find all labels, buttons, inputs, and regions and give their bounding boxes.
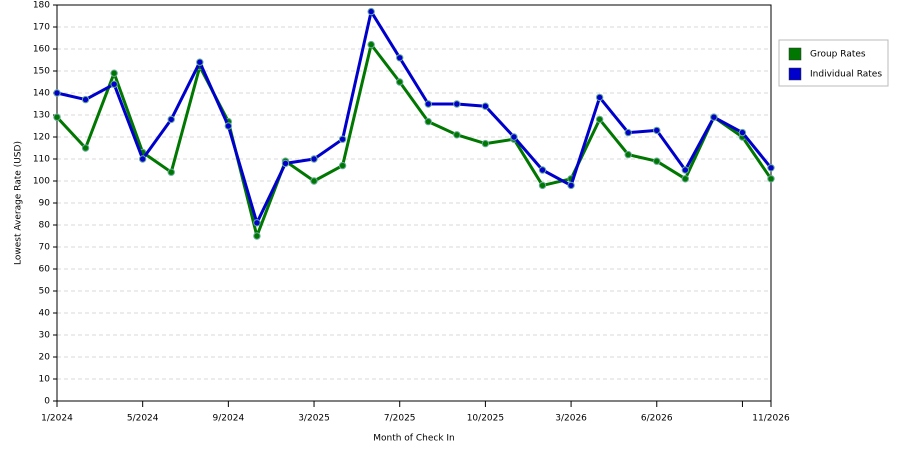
y-tick-label: 120 — [33, 133, 50, 143]
data-point — [253, 219, 261, 227]
y-tick-label: 130 — [33, 111, 50, 121]
y-tick-label: 180 — [33, 1, 50, 11]
data-point — [396, 78, 404, 86]
data-point — [253, 232, 261, 240]
data-point — [624, 150, 632, 159]
data-point — [767, 164, 775, 172]
data-point — [681, 166, 690, 174]
data-point — [453, 131, 461, 139]
data-point — [110, 80, 118, 88]
y-tick-label: 30 — [39, 331, 51, 341]
plot-frame — [56, 4, 772, 402]
data-point — [424, 100, 432, 108]
y-tick-label: 50 — [39, 287, 51, 297]
data-point — [595, 93, 604, 102]
data-point — [196, 58, 204, 66]
data-point — [595, 115, 604, 124]
series-line — [55, 43, 773, 238]
legend-label: Individual Rates — [810, 70, 882, 80]
x-tick-label: 7/2025 — [384, 414, 416, 424]
y-tick-label: 0 — [44, 397, 50, 407]
x-axis-label: Month of Check In — [373, 434, 455, 444]
data-point — [281, 159, 290, 168]
x-tick-label: 6/2026 — [641, 414, 673, 424]
legend-swatch — [788, 47, 802, 61]
x-tick-label: 5/2024 — [127, 414, 159, 424]
y-tick-label: 140 — [33, 89, 50, 99]
y-tick-label: 60 — [39, 265, 51, 275]
x-tick-label: 3/2025 — [298, 414, 330, 424]
data-point — [481, 102, 490, 110]
x-tick-label: 11/2026 — [752, 414, 790, 424]
data-point — [338, 135, 347, 143]
data-point — [767, 175, 775, 183]
data-point — [310, 177, 318, 185]
y-tick-label: 10 — [39, 375, 51, 385]
data-point — [53, 113, 61, 121]
series-line — [56, 10, 773, 225]
y-tick-label: 80 — [39, 221, 51, 231]
y-tick-label: 160 — [33, 45, 50, 55]
data-point — [653, 157, 661, 165]
y-tick-label: 110 — [33, 155, 50, 165]
y-axis-label: Lowest Average Rate (USD) — [14, 141, 24, 265]
y-tick-label: 170 — [33, 23, 50, 33]
legend-swatch — [788, 67, 802, 81]
y-tick-label: 40 — [39, 309, 51, 319]
y-tick-label: 70 — [39, 243, 51, 253]
data-point — [538, 181, 547, 190]
data-point — [738, 128, 747, 137]
data-point — [681, 175, 690, 183]
data-point — [167, 115, 175, 124]
data-point — [510, 133, 518, 141]
data-point — [110, 69, 118, 77]
data-point — [538, 166, 547, 174]
data-point — [710, 113, 718, 121]
data-point — [453, 100, 461, 108]
data-point — [396, 54, 404, 62]
x-tick-label: 10/2025 — [467, 414, 504, 424]
data-point — [481, 139, 490, 148]
data-point — [653, 126, 661, 135]
data-point — [367, 7, 375, 16]
y-tick-label: 150 — [33, 67, 50, 77]
data-point — [567, 181, 575, 190]
legend-label: Group Rates — [810, 50, 866, 60]
y-tick-label: 100 — [33, 177, 50, 187]
data-point — [81, 95, 90, 104]
x-tick-label: 9/2024 — [213, 414, 245, 424]
data-point — [167, 168, 175, 176]
data-point — [310, 155, 318, 163]
y-tick-label: 90 — [39, 199, 51, 209]
data-point — [367, 40, 375, 49]
x-tick-label: 1/2024 — [41, 414, 73, 424]
data-point — [624, 128, 632, 137]
data-point — [138, 155, 147, 163]
y-tick-label: 20 — [39, 353, 51, 363]
data-point — [424, 117, 432, 126]
x-tick-label: 3/2026 — [555, 414, 587, 424]
data-point — [81, 144, 90, 152]
data-point — [224, 122, 233, 130]
data-point — [338, 161, 347, 170]
data-point — [53, 89, 61, 97]
